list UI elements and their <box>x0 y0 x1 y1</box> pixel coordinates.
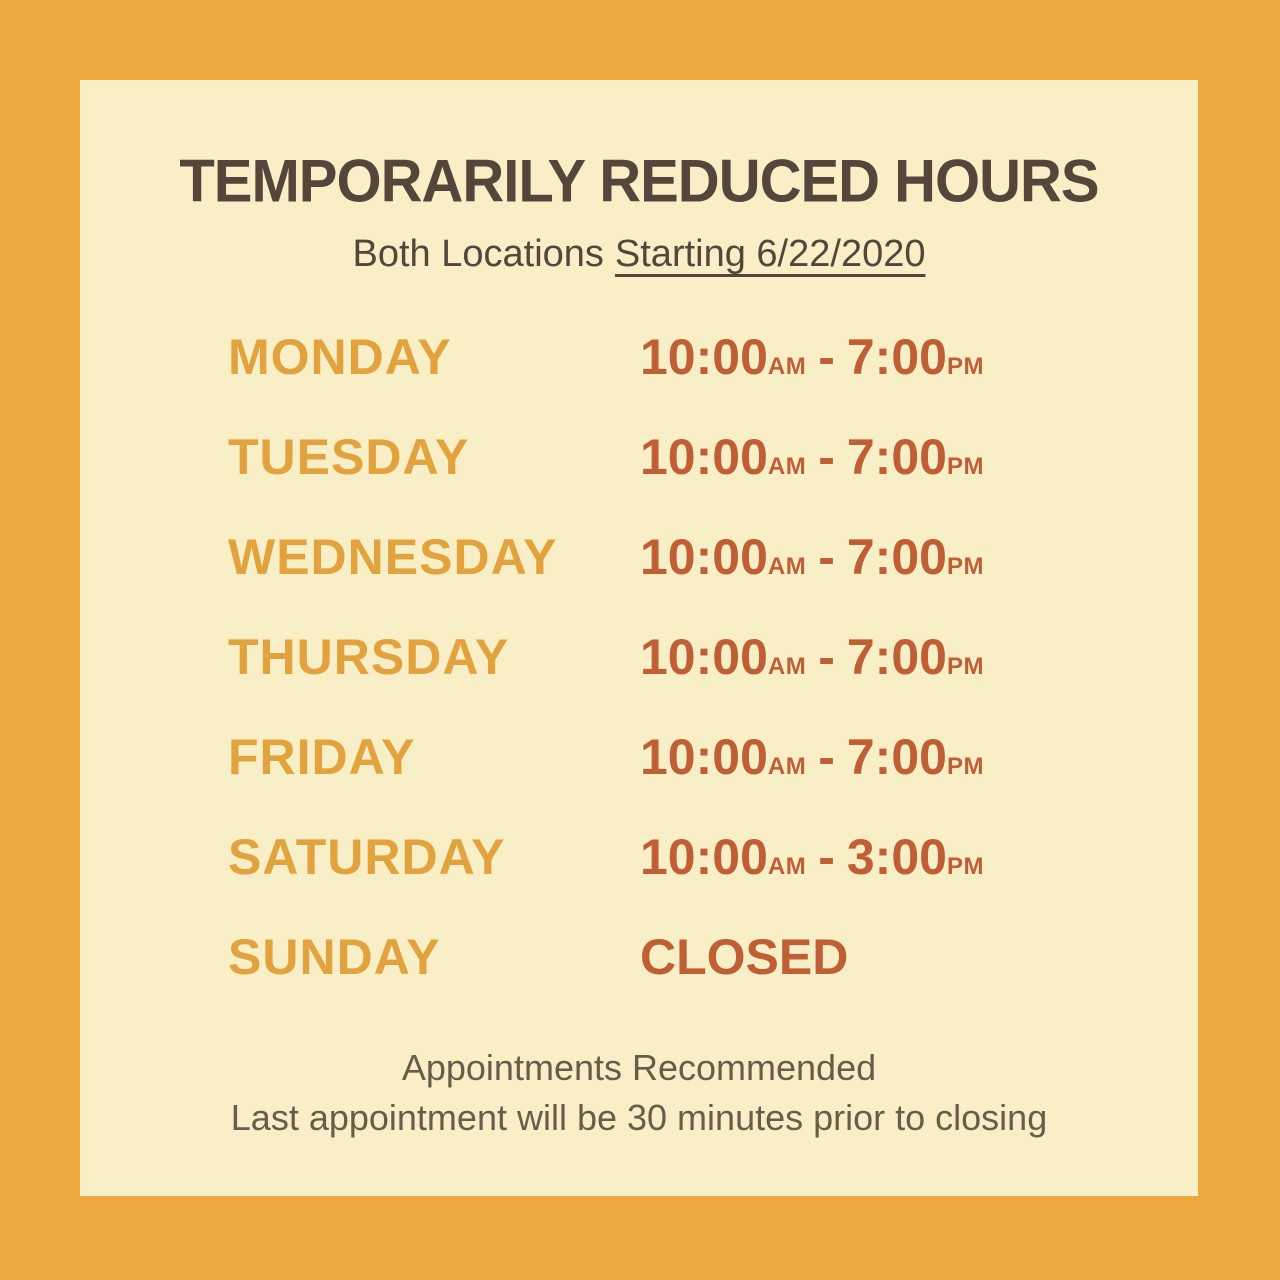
open-meridiem: AM <box>767 653 807 680</box>
day-label: SUNDAY <box>228 929 441 985</box>
open-time: 10:00 <box>640 329 768 385</box>
time-range: 10:00AM -7:00PM <box>640 428 984 486</box>
day-label: SATURDAY <box>228 829 506 885</box>
close-time: 7:00 <box>846 429 947 485</box>
time-range: 10:00AM -7:00PM <box>640 728 984 786</box>
close-meridiem: PM <box>946 753 984 780</box>
time-separator: - <box>818 329 835 385</box>
close-time: 7:00 <box>846 529 947 585</box>
schedule-row-thursday: THURSDAY 10:00AM -7:00PM <box>228 607 1138 707</box>
time-range: 10:00AM -7:00PM <box>640 528 984 586</box>
close-meridiem: PM <box>946 353 984 380</box>
schedule-row-wednesday: WEDNESDAY 10:00AM -7:00PM <box>228 507 1138 607</box>
close-time: 7:00 <box>846 729 947 785</box>
schedule-row-monday: MONDAY 10:00AM -7:00PM <box>228 307 1138 407</box>
time-range: 10:00AM -7:00PM <box>640 328 984 386</box>
time-separator: - <box>818 529 835 585</box>
subtitle-start-date: Starting 6/22/2020 <box>614 233 926 275</box>
open-meridiem: AM <box>767 753 807 780</box>
day-label: TUESDAY <box>228 429 470 485</box>
schedule-row-tuesday: TUESDAY 10:00AM -7:00PM <box>228 407 1138 507</box>
time-separator: - <box>818 729 835 785</box>
footer-note-1: Appointments Recommended <box>401 1047 877 1088</box>
open-meridiem: AM <box>767 353 807 380</box>
close-time: 7:00 <box>846 329 947 385</box>
open-time: 10:00 <box>640 629 768 685</box>
open-time: 10:00 <box>640 829 768 885</box>
close-time: 7:00 <box>846 629 947 685</box>
poster-subtitle: Both Locations Starting 6/22/2020 <box>80 230 1198 279</box>
open-meridiem: AM <box>767 453 807 480</box>
time-separator: - <box>818 829 835 885</box>
subtitle-prefix: Both Locations <box>352 233 604 275</box>
time-separator: - <box>818 429 835 485</box>
open-time: 10:00 <box>640 429 768 485</box>
footer-notes: Appointments Recommended Last appointmen… <box>80 1043 1198 1143</box>
footer-note-2: Last appointment will be 30 minutes prio… <box>230 1097 1048 1138</box>
close-meridiem: PM <box>946 553 984 580</box>
open-meridiem: AM <box>767 853 807 880</box>
hours-panel: TEMPORARILY REDUCED HOURS Both Locations… <box>80 80 1198 1196</box>
close-time: 3:00 <box>846 829 947 885</box>
schedule-row-friday: FRIDAY 10:00AM -7:00PM <box>228 707 1138 807</box>
schedule-row-sunday: SUNDAY CLOSED <box>228 907 1138 1007</box>
open-meridiem: AM <box>767 553 807 580</box>
schedule-table: MONDAY 10:00AM -7:00PM TUESDAY 10:00AM -7:… <box>228 307 1138 1007</box>
schedule-row-saturday: SATURDAY 10:00AM -3:00PM <box>228 807 1138 907</box>
open-time: 10:00 <box>640 529 768 585</box>
day-label: MONDAY <box>228 329 452 385</box>
close-meridiem: PM <box>946 453 984 480</box>
close-meridiem: PM <box>946 853 984 880</box>
day-label: FRIDAY <box>228 729 416 785</box>
open-time: 10:00 <box>640 729 768 785</box>
day-label: THURSDAY <box>228 629 510 685</box>
poster-title: TEMPORARILY REDUCED HOURS <box>179 147 1099 216</box>
time-separator: - <box>818 629 835 685</box>
closed-status: CLOSED <box>640 928 848 986</box>
closed-status-label: CLOSED <box>640 929 849 985</box>
day-label: WEDNESDAY <box>228 529 558 585</box>
time-range: 10:00AM -7:00PM <box>640 628 984 686</box>
close-meridiem: PM <box>946 653 984 680</box>
time-range: 10:00AM -3:00PM <box>640 828 984 886</box>
